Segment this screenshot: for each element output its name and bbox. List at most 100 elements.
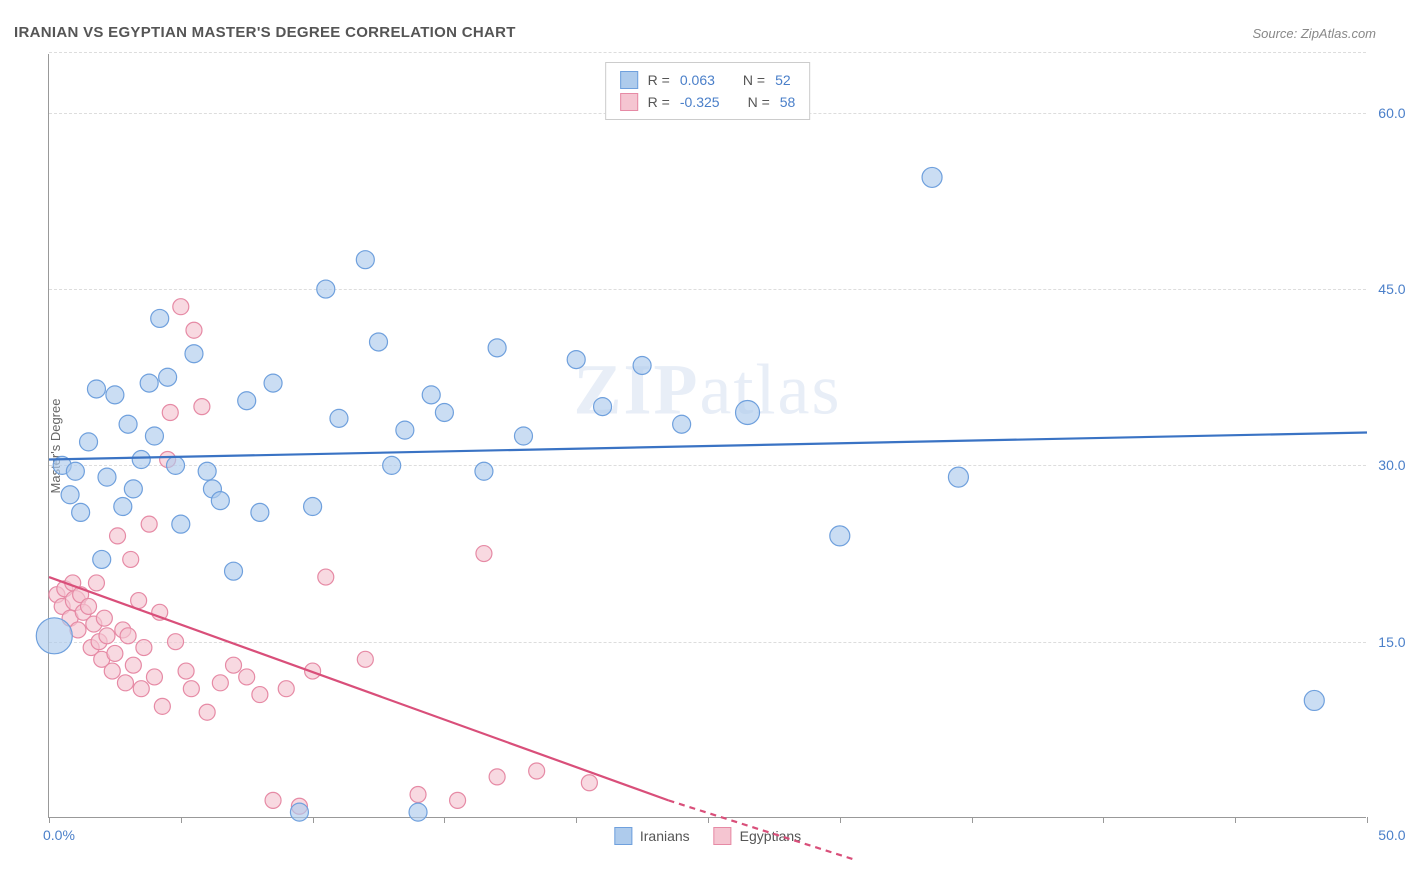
scatter-point-egyptians <box>186 322 202 338</box>
scatter-point-iranians <box>356 251 374 269</box>
swatch-iranians-icon <box>614 827 632 845</box>
scatter-point-egyptians <box>96 610 112 626</box>
gridline <box>49 52 1366 53</box>
scatter-point-egyptians <box>117 675 133 691</box>
scatter-point-egyptians <box>450 792 466 808</box>
scatter-point-egyptians <box>265 792 281 808</box>
scatter-point-iranians <box>435 403 453 421</box>
legend-label-iranians: Iranians <box>640 828 690 844</box>
scatter-point-egyptians <box>104 663 120 679</box>
scatter-point-egyptians <box>125 657 141 673</box>
scatter-point-egyptians <box>489 769 505 785</box>
scatter-point-egyptians <box>88 575 104 591</box>
scatter-point-iranians <box>370 333 388 351</box>
scatter-point-iranians <box>61 486 79 504</box>
scatter-point-egyptians <box>173 299 189 315</box>
scatter-point-egyptians <box>136 640 152 656</box>
scatter-point-iranians <box>567 351 585 369</box>
scatter-point-egyptians <box>120 628 136 644</box>
scatter-point-iranians <box>514 427 532 445</box>
scatter-point-egyptians <box>410 786 426 802</box>
scatter-point-iranians <box>673 415 691 433</box>
swatch-egyptians-icon <box>714 827 732 845</box>
scatter-point-iranians <box>225 562 243 580</box>
y-tick-label: 15.0% <box>1378 634 1406 650</box>
scatter-point-iranians <box>98 468 116 486</box>
scatter-point-egyptians <box>107 645 123 661</box>
scatter-plot-svg <box>49 54 1366 817</box>
scatter-point-egyptians <box>318 569 334 585</box>
scatter-point-iranians <box>87 380 105 398</box>
plot-area: ZIPatlas 15.0%30.0%45.0%60.0% 0.0%50.0% … <box>48 54 1366 818</box>
x-tick-mark <box>576 817 577 823</box>
scatter-point-egyptians <box>123 551 139 567</box>
scatter-point-egyptians <box>183 681 199 697</box>
scatter-point-iranians <box>633 356 651 374</box>
scatter-point-egyptians <box>99 628 115 644</box>
scatter-point-egyptians <box>226 657 242 673</box>
legend-item-iranians: Iranians <box>614 827 690 845</box>
scatter-point-iranians <box>124 480 142 498</box>
legend-label-egyptians: Egyptians <box>740 828 801 844</box>
x-tick-mark <box>708 817 709 823</box>
scatter-point-iranians <box>211 492 229 510</box>
scatter-point-egyptians <box>131 593 147 609</box>
scatter-point-egyptians <box>212 675 228 691</box>
scatter-point-iranians <box>290 803 308 821</box>
scatter-point-egyptians <box>581 775 597 791</box>
x-tick-mark <box>840 817 841 823</box>
scatter-point-iranians <box>736 400 760 424</box>
x-tick-mark <box>972 817 973 823</box>
scatter-point-iranians <box>948 467 968 487</box>
scatter-point-iranians <box>830 526 850 546</box>
x-tick-label: 0.0% <box>43 827 75 843</box>
scatter-point-iranians <box>80 433 98 451</box>
scatter-point-iranians <box>251 503 269 521</box>
scatter-point-iranians <box>66 462 84 480</box>
scatter-point-egyptians <box>199 704 215 720</box>
scatter-point-egyptians <box>146 669 162 685</box>
scatter-point-egyptians <box>133 681 149 697</box>
scatter-point-iranians <box>140 374 158 392</box>
scatter-point-iranians <box>93 550 111 568</box>
x-tick-mark <box>1367 817 1368 823</box>
scatter-point-iranians <box>72 503 90 521</box>
scatter-point-iranians <box>396 421 414 439</box>
scatter-point-egyptians <box>278 681 294 697</box>
scatter-point-iranians <box>167 456 185 474</box>
scatter-point-iranians <box>422 386 440 404</box>
scatter-point-iranians <box>330 409 348 427</box>
scatter-point-iranians <box>185 345 203 363</box>
scatter-point-iranians <box>119 415 137 433</box>
x-tick-mark <box>181 817 182 823</box>
scatter-point-egyptians <box>476 546 492 562</box>
scatter-point-egyptians <box>141 516 157 532</box>
scatter-point-egyptians <box>357 651 373 667</box>
scatter-point-egyptians <box>168 634 184 650</box>
scatter-point-iranians <box>1304 690 1324 710</box>
chart-title: IRANIAN VS EGYPTIAN MASTER'S DEGREE CORR… <box>14 24 516 41</box>
source-label: Source: ZipAtlas.com <box>1252 26 1376 41</box>
scatter-point-iranians <box>145 427 163 445</box>
scatter-point-iranians <box>114 498 132 516</box>
x-tick-label: 50.0% <box>1378 827 1406 843</box>
scatter-point-iranians <box>317 280 335 298</box>
scatter-point-egyptians <box>154 698 170 714</box>
y-tick-label: 60.0% <box>1378 105 1406 121</box>
scatter-point-iranians <box>922 167 942 187</box>
scatter-point-iranians <box>475 462 493 480</box>
scatter-point-egyptians <box>239 669 255 685</box>
scatter-point-iranians <box>488 339 506 357</box>
scatter-point-iranians <box>238 392 256 410</box>
y-tick-label: 30.0% <box>1378 457 1406 473</box>
x-tick-mark <box>444 817 445 823</box>
scatter-point-iranians <box>151 309 169 327</box>
y-tick-label: 45.0% <box>1378 281 1406 297</box>
scatter-point-egyptians <box>194 399 210 415</box>
scatter-point-iranians <box>172 515 190 533</box>
scatter-point-egyptians <box>110 528 126 544</box>
scatter-point-iranians <box>264 374 282 392</box>
scatter-point-egyptians <box>252 687 268 703</box>
scatter-point-iranians <box>36 618 72 654</box>
scatter-point-iranians <box>159 368 177 386</box>
